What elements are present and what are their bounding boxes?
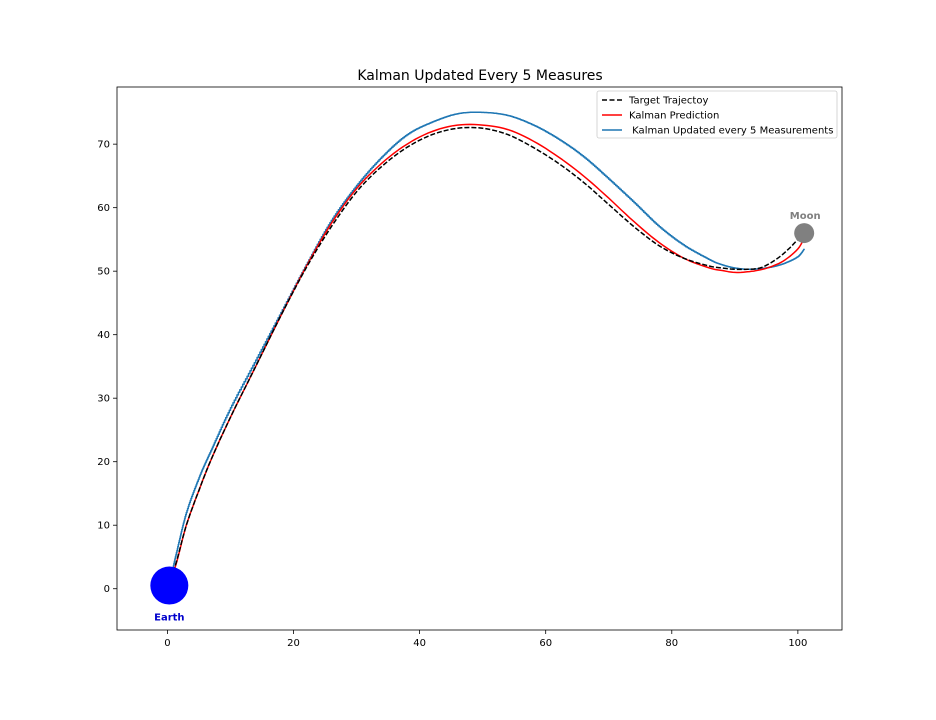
- legend-label-target: Target Trajectoy: [628, 96, 708, 107]
- y-tick-label: 60: [97, 203, 110, 214]
- earth-label: Earth: [154, 613, 184, 624]
- y-tick-label: 70: [97, 140, 110, 151]
- legend-label-kalman-updated: Kalman Updated every 5 Measurements: [629, 126, 833, 137]
- celestial-bodies: Earth Moon: [150, 211, 821, 624]
- series-line-target: [168, 126, 805, 586]
- moon-marker: [794, 223, 815, 244]
- x-tick-label: 100: [788, 638, 807, 649]
- plot-area-frame: [116, 86, 843, 631]
- y-tick-label: 30: [97, 394, 110, 405]
- earth-marker: [150, 566, 189, 605]
- y-tick-label: 40: [97, 330, 110, 341]
- legend-label-kalman-prediction: Kalman Prediction: [629, 111, 719, 122]
- moon-label: Moon: [790, 211, 821, 222]
- series-line-kalman-updated: [168, 111, 805, 585]
- x-tick-label: 0: [164, 638, 170, 649]
- x-tick-label: 40: [413, 638, 426, 649]
- y-tick-label: 0: [104, 584, 110, 595]
- x-tick-label: 20: [287, 638, 300, 649]
- x-tick-label: 60: [539, 638, 552, 649]
- axis-ticks: 0 20 40 60 80 100 0 10 20 30 40 50 60 70: [97, 140, 807, 649]
- chart-title: Kalman Updated Every 5 Measures: [357, 68, 602, 84]
- x-tick-label: 80: [665, 638, 678, 649]
- y-tick-label: 20: [97, 457, 110, 468]
- legend: Target Trajectoy Kalman Prediction Kalma…: [596, 90, 838, 139]
- y-tick-label: 50: [97, 267, 110, 278]
- plot-series: [168, 111, 805, 586]
- y-tick-label: 10: [97, 521, 110, 532]
- legend-box: [596, 90, 838, 139]
